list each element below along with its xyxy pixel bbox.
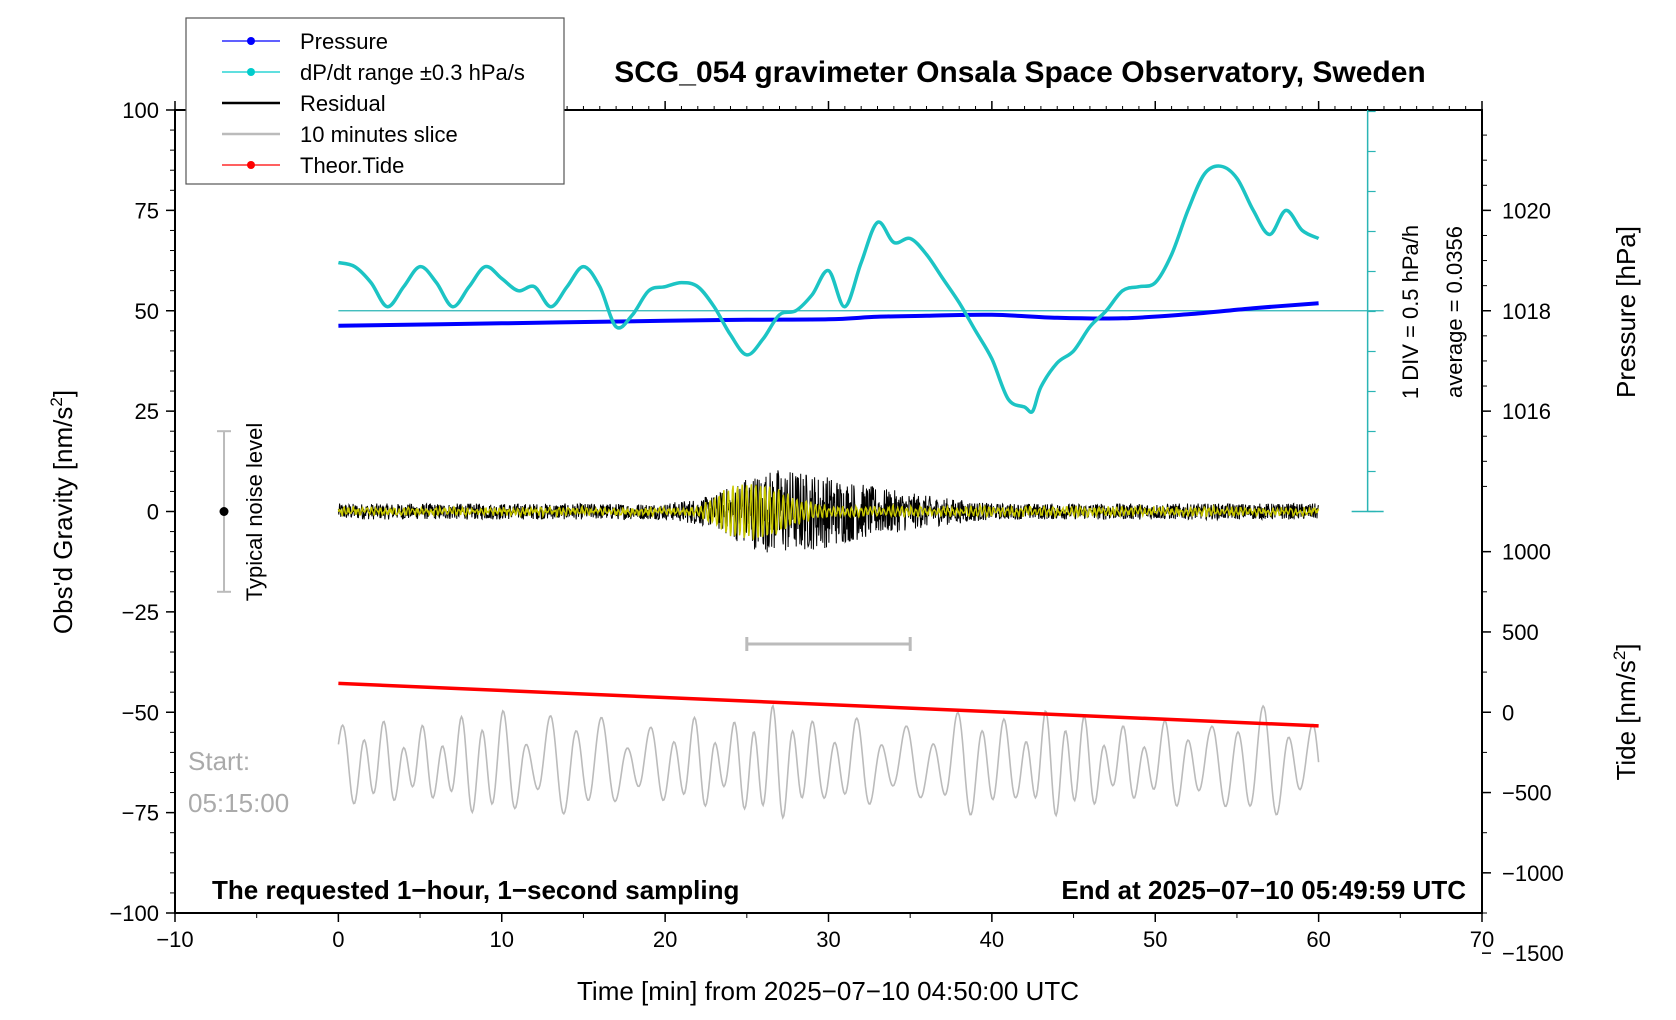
tide-series-line (338, 681, 1319, 728)
x-tick-label: 20 (653, 927, 677, 952)
y-tick-label: 75 (135, 198, 159, 223)
y-tick-label: −100 (109, 901, 159, 926)
legend: Pressure dP/dt range ±0.3 hPa/s Residual 10… (185, 17, 565, 185)
x-tick-label: 10 (490, 927, 514, 952)
legend-swatch-marker (247, 161, 255, 169)
x-tick-label: 70 (1470, 927, 1494, 952)
x-axis-title: Time [min] from 2025−07−10 04:50:00 UTC (577, 976, 1079, 1006)
legend-label: Residual (300, 91, 386, 116)
tide-tick-label: 1000 (1502, 540, 1551, 565)
tide-tick-label: 500 (1502, 620, 1539, 645)
legend-box (185, 17, 565, 185)
x-tick-label: 0 (332, 927, 344, 952)
y-axis-title: Obs'd Gravity [nm/s2] (47, 390, 78, 634)
sampling-note: The requested 1−hour, 1−second sampling (212, 875, 739, 905)
legend-label: 10 minutes slice (300, 122, 458, 147)
start-label: Start: (188, 746, 250, 776)
x-tick-label: −10 (156, 927, 193, 952)
axis-ticks: −10 0 10 20 30 40 50 60 701007550250−25−50−75−10… (109, 98, 1563, 966)
tide-tick-label: −1000 (1502, 861, 1564, 886)
noise-level-label: Typical noise level (242, 423, 267, 602)
pressure-tick-label: 1016 (1502, 399, 1551, 424)
legend-label: Theor.Tide (300, 153, 404, 178)
pressure-series-line (338, 301, 1319, 328)
pressure-scale-div: 1 DIV = 0.5 hPa/h (1398, 225, 1423, 399)
tide-axis-title: Tide [nm/s2] (1610, 643, 1641, 780)
chart-title: SCG_054 gravimeter Onsala Space Observat… (614, 56, 1426, 89)
pressure-scale-average: average = 0.0356 (1442, 226, 1467, 398)
pressure-tick-label: 1020 (1502, 198, 1551, 223)
x-tick-label: 50 (1143, 927, 1167, 952)
x-tick-label: 60 (1306, 927, 1330, 952)
filtered-residual-line (337, 484, 1320, 540)
dpdt-series-line (338, 164, 1320, 414)
legend-label: dP/dt range ±0.3 hPa/s (300, 60, 525, 85)
y-tick-label: −75 (122, 801, 159, 826)
legend-label: Pressure (300, 29, 388, 54)
data-series (337, 164, 1384, 820)
x-tick-label: 30 (816, 927, 840, 952)
y-tick-label: 0 (147, 500, 159, 525)
noise-bar-dot (219, 507, 229, 516)
legend-swatch-marker (247, 37, 255, 45)
y-tick-label: 50 (135, 299, 159, 324)
end-time-note: End at 2025−07−10 05:49:59 UTC (1061, 875, 1466, 905)
tide-tick-label: −1500 (1502, 941, 1564, 966)
pressure-axis-title: Pressure [hPa] (1611, 226, 1641, 398)
pressure-tick-label: 1018 (1502, 299, 1551, 324)
tide-tick-label: −500 (1502, 781, 1552, 806)
y-tick-label: 100 (122, 98, 159, 123)
y-tick-label: 25 (135, 399, 159, 424)
legend-swatch-marker (247, 68, 255, 76)
annotations (217, 110, 1384, 651)
y-tick-label: −25 (122, 600, 159, 625)
residual-series-line (337, 470, 1320, 553)
y-tick-label: −50 (122, 700, 159, 725)
slice-series-line (337, 703, 1320, 820)
x-tick-label: 40 (980, 927, 1004, 952)
tide-tick-label: 0 (1502, 700, 1514, 725)
start-time: 05:15:00 (188, 788, 289, 818)
